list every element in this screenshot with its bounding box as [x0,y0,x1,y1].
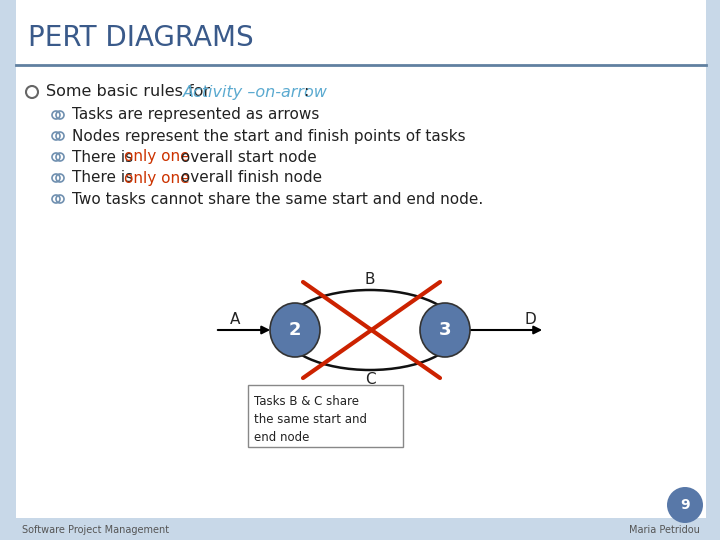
Circle shape [667,487,703,523]
Text: There is: There is [72,150,138,165]
Text: Some basic rules for: Some basic rules for [46,84,215,99]
Ellipse shape [420,303,470,357]
Text: only one: only one [124,150,189,165]
Text: 3: 3 [438,321,451,339]
Text: Maria Petridou: Maria Petridou [629,525,700,535]
Text: A: A [230,313,240,327]
Text: D: D [524,313,536,327]
Text: 9: 9 [680,498,690,512]
Text: B: B [365,273,375,287]
Text: overall start node: overall start node [176,150,317,165]
Bar [16,518,706,540]
Text: overall finish node: overall finish node [176,171,322,186]
Text: There is: There is [72,171,138,186]
Text: Software Project Management: Software Project Management [22,525,169,535]
FancyBboxPatch shape [248,385,403,447]
Text: Tasks B & C share
the same start and
end node: Tasks B & C share the same start and end… [254,395,367,444]
Text: Two tasks cannot share the same start and end node.: Two tasks cannot share the same start an… [72,192,483,206]
Text: 2: 2 [289,321,301,339]
Ellipse shape [270,303,320,357]
Text: PERT DIAGRAMS: PERT DIAGRAMS [28,24,253,52]
Text: Tasks are represented as arrows: Tasks are represented as arrows [72,107,320,123]
Text: Activity –on-arrow: Activity –on-arrow [183,84,328,99]
Text: only one: only one [124,171,189,186]
Text: C: C [365,373,375,388]
Text: :: : [303,84,308,99]
Text: Nodes represent the start and finish points of tasks: Nodes represent the start and finish poi… [72,129,466,144]
Bar [0,0,16,540]
Bar [706,0,720,540]
